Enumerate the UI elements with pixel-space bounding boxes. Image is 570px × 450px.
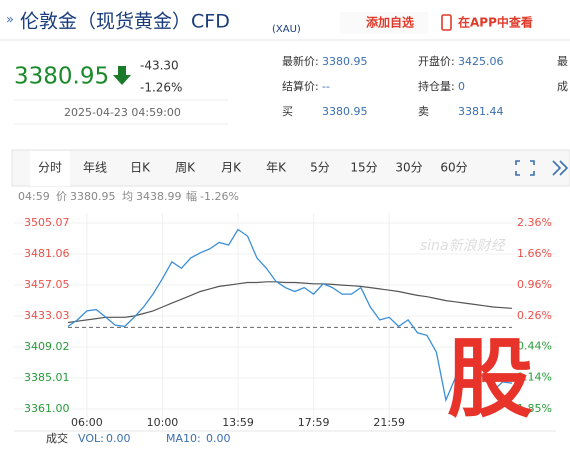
down-arrow [113, 66, 131, 85]
title: 伦敦金（现货黄金）CFD [20, 11, 230, 33]
y2-tick-label: 0.96% [517, 278, 552, 291]
volume-ma: 0.00 [206, 432, 231, 445]
watch-bg [340, 12, 428, 34]
detail-value: -- [322, 80, 330, 93]
detail-value: 3380.95 [322, 105, 368, 118]
tab[interactable]: 年线 [83, 161, 107, 175]
x-tick-label: 10:00 [147, 416, 179, 429]
x-tick-label: 17:59 [298, 416, 330, 429]
y2-tick-label: 1.66% [517, 247, 552, 260]
detail-label: 买 [282, 105, 293, 118]
status-range-label: 幅 [186, 190, 197, 203]
y-tick-label: 3385.01 [24, 371, 70, 384]
status-avg-label: 均 [122, 190, 133, 203]
y2-tick-label: -1.14% [513, 371, 552, 384]
icons [515, 160, 569, 176]
add-watchlist[interactable]: 添加自选 [366, 15, 414, 30]
detail-label: 持仓量: [418, 79, 455, 93]
change-pct: -1.26% [140, 81, 182, 95]
tab[interactable]: 周K [175, 161, 196, 175]
tab[interactable]: 月K [221, 161, 242, 175]
detail-label: 开盘价: [418, 54, 455, 68]
line-price [67, 228, 513, 403]
tab-bar [11, 149, 570, 187]
volume-vol: 0.00 [106, 432, 131, 445]
status-time: 04:59 [18, 190, 50, 203]
detail-label: 成 [557, 80, 568, 93]
fullscreen-icon[interactable] [515, 160, 535, 176]
status-avg: 3438.99 [136, 190, 182, 203]
y-tick-label: 3433.03 [24, 309, 70, 322]
x-tick-label: 21:59 [373, 416, 405, 429]
tab[interactable]: 年K [266, 161, 287, 175]
y-tick-label: 3457.05 [24, 278, 70, 291]
volume-vol-label: VOL: [78, 432, 104, 445]
status-price: 3380.95 [70, 190, 116, 203]
y2-tick-label: 2.36% [517, 216, 552, 229]
detail-label: 卖 [418, 105, 429, 118]
tab[interactable]: 30分 [395, 161, 422, 175]
bullet: » [6, 13, 14, 28]
tab-active [30, 151, 70, 186]
line-average [67, 281, 513, 324]
detail-value: 0 [458, 80, 465, 93]
detail-label: 最新价: [282, 54, 319, 68]
detail-label: 最 [557, 55, 568, 68]
y-tick-label: 3505.07 [24, 216, 70, 229]
y-tick-label: 3409.02 [24, 340, 70, 353]
tab[interactable]: 60分 [440, 161, 467, 175]
phone-icon [441, 14, 452, 31]
status-price-label: 价 [56, 190, 67, 203]
y2-tick-label: 0.26% [517, 309, 552, 322]
change: -43.30 [140, 59, 179, 73]
tab[interactable]: 5分 [310, 161, 330, 175]
status-range: -1.26% [200, 190, 239, 203]
volume-label: 成交 [46, 431, 68, 445]
x-tick-label: 13:59 [222, 416, 254, 429]
y2-tick-label: -1.85% [513, 402, 552, 415]
price: 3380.95 [14, 64, 109, 90]
volume-ma-label: MA10: [166, 432, 201, 445]
y2-tick-label: -0.44% [513, 340, 552, 353]
y-tick-label: 3361.00 [24, 402, 70, 415]
detail-value: 3425.06 [458, 55, 504, 68]
code: (XAU) [272, 24, 301, 35]
watermark: sina新浪财经 [420, 238, 507, 254]
logo: 股 [447, 329, 533, 429]
open-app[interactable]: 在APP中查看 [458, 15, 533, 30]
tab[interactable]: 15分 [350, 161, 377, 175]
x-tick-label: 06:00 [71, 416, 103, 429]
y-tick-label: 3481.06 [24, 247, 70, 260]
tab[interactable]: 分时 [38, 161, 62, 175]
collapse-icon[interactable] [552, 160, 569, 176]
detail-value: 3381.44 [458, 105, 504, 118]
detail-value: 3380.95 [322, 55, 368, 68]
tab[interactable]: 日K [130, 161, 151, 175]
quote-time: 2025-04-23 04:59:00 [64, 106, 181, 119]
detail-label: 结算价: [282, 79, 319, 93]
